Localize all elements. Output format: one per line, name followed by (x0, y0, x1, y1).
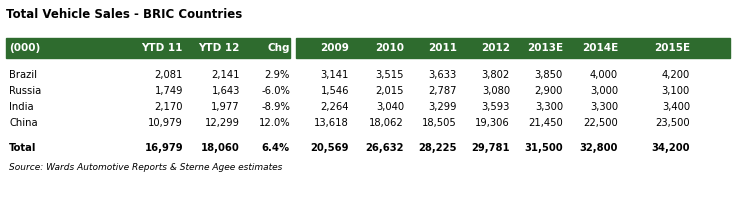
Text: 23,500: 23,500 (655, 118, 690, 128)
Text: 3,802: 3,802 (482, 70, 510, 80)
Text: 3,299: 3,299 (428, 102, 457, 112)
Text: 19,306: 19,306 (475, 118, 510, 128)
Text: Chg: Chg (267, 43, 290, 53)
Bar (6, 38, 290, 58)
Text: 3,515: 3,515 (375, 70, 404, 80)
Text: 6.4%: 6.4% (262, 143, 290, 153)
Text: 2010: 2010 (375, 43, 404, 53)
Text: 3,850: 3,850 (535, 70, 563, 80)
Text: YTD 12: YTD 12 (199, 43, 240, 53)
Text: YTD 11: YTD 11 (141, 43, 183, 53)
Text: 1,643: 1,643 (212, 86, 240, 96)
Text: Russia: Russia (9, 86, 41, 96)
Text: 34,200: 34,200 (651, 143, 690, 153)
Text: 4,000: 4,000 (590, 70, 618, 80)
Text: 4,200: 4,200 (662, 70, 690, 80)
Text: 1,977: 1,977 (211, 102, 240, 112)
Text: 18,505: 18,505 (422, 118, 457, 128)
Text: 2,787: 2,787 (428, 86, 457, 96)
Text: 12.0%: 12.0% (258, 118, 290, 128)
Text: 22,500: 22,500 (583, 118, 618, 128)
Text: 3,141: 3,141 (321, 70, 349, 80)
Text: 2014E: 2014E (581, 43, 618, 53)
Text: 3,040: 3,040 (376, 102, 404, 112)
Text: Total: Total (9, 143, 36, 153)
Text: 18,060: 18,060 (201, 143, 240, 153)
Text: 3,080: 3,080 (482, 86, 510, 96)
Text: 3,100: 3,100 (662, 86, 690, 96)
Bar (296, 38, 730, 58)
Text: 2,081: 2,081 (155, 70, 183, 80)
Text: 3,593: 3,593 (481, 102, 510, 112)
Text: 2,015: 2,015 (375, 86, 404, 96)
Text: 16,979: 16,979 (144, 143, 183, 153)
Text: 20,569: 20,569 (311, 143, 349, 153)
Text: 2.9%: 2.9% (265, 70, 290, 80)
Text: 18,062: 18,062 (369, 118, 404, 128)
Text: 2015E: 2015E (654, 43, 690, 53)
Text: 21,450: 21,450 (528, 118, 563, 128)
Text: 3,300: 3,300 (535, 102, 563, 112)
Text: 3,633: 3,633 (429, 70, 457, 80)
Text: 12,299: 12,299 (205, 118, 240, 128)
Text: -6.0%: -6.0% (261, 86, 290, 96)
Text: 3,400: 3,400 (662, 102, 690, 112)
Text: 2,170: 2,170 (155, 102, 183, 112)
Text: 31,500: 31,500 (524, 143, 563, 153)
Text: China: China (9, 118, 38, 128)
Text: 2013E: 2013E (527, 43, 563, 53)
Text: 26,632: 26,632 (366, 143, 404, 153)
Text: 2009: 2009 (320, 43, 349, 53)
Text: 2,264: 2,264 (320, 102, 349, 112)
Text: Brazil: Brazil (9, 70, 37, 80)
Text: 28,225: 28,225 (419, 143, 457, 153)
Text: (000): (000) (9, 43, 40, 53)
Text: Source: Wards Automotive Reports & Sterne Agee estimates: Source: Wards Automotive Reports & Stern… (9, 163, 283, 172)
Text: Total Vehicle Sales - BRIC Countries: Total Vehicle Sales - BRIC Countries (6, 8, 242, 21)
Text: 2012: 2012 (481, 43, 510, 53)
Text: 2011: 2011 (428, 43, 457, 53)
Text: 13,618: 13,618 (314, 118, 349, 128)
Text: 2,141: 2,141 (211, 70, 240, 80)
Text: 3,000: 3,000 (590, 86, 618, 96)
Text: 2,900: 2,900 (534, 86, 563, 96)
Text: 10,979: 10,979 (148, 118, 183, 128)
Text: 1,749: 1,749 (155, 86, 183, 96)
Text: India: India (9, 102, 34, 112)
Text: 3,300: 3,300 (590, 102, 618, 112)
Text: -8.9%: -8.9% (261, 102, 290, 112)
Text: 29,781: 29,781 (471, 143, 510, 153)
Text: 1,546: 1,546 (320, 86, 349, 96)
Text: 32,800: 32,800 (580, 143, 618, 153)
